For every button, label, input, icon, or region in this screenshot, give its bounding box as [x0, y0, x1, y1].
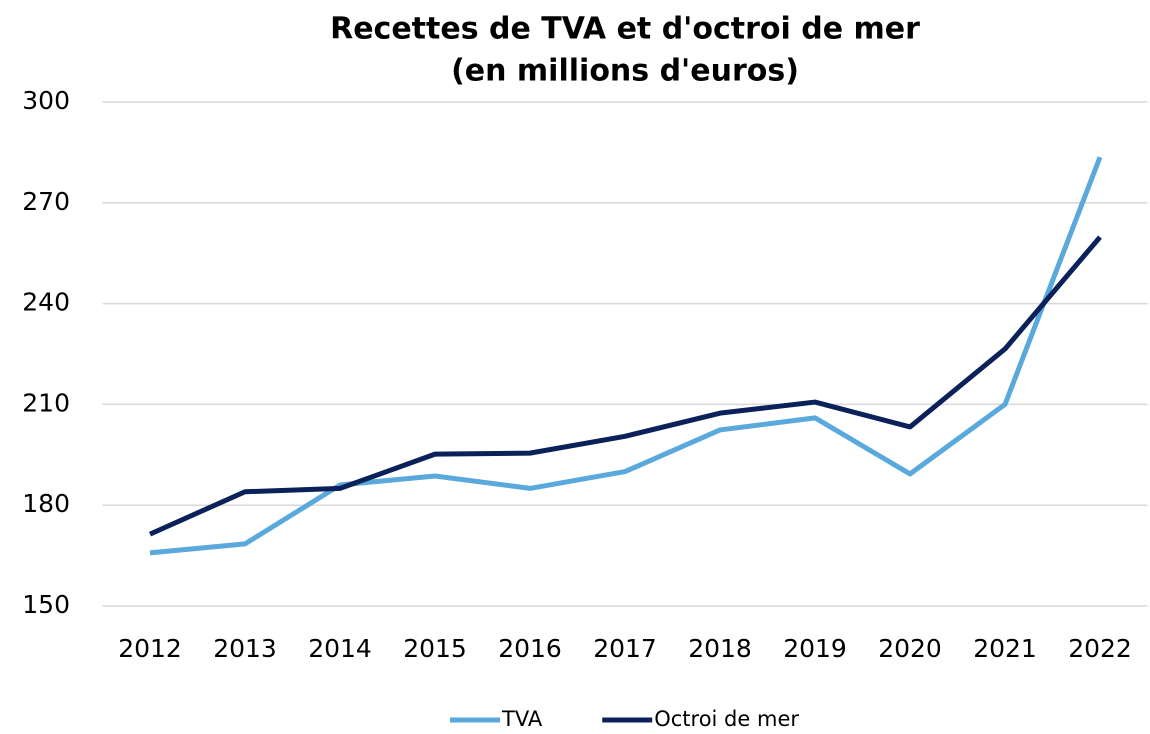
x-tick-label: 2017	[593, 634, 657, 663]
x-tick-label: 2022	[1068, 634, 1132, 663]
x-tick-label: 2014	[308, 634, 372, 663]
series-line	[148, 235, 1102, 537]
x-tick-label: 2016	[498, 634, 562, 663]
y-tick-label: 240	[22, 288, 70, 317]
y-tick-label: 180	[22, 489, 70, 518]
series-line	[149, 156, 1103, 556]
chart-title: Recettes de TVA et d'octroi de mer	[330, 12, 920, 47]
x-tick-label: 2020	[878, 634, 942, 663]
chart-subtitle: (en millions d'euros)	[451, 54, 799, 89]
y-tick-label: 300	[22, 86, 70, 115]
legend-label: Octroi de mer	[654, 707, 799, 731]
x-tick-label: 2021	[973, 634, 1037, 663]
y-tick-label: 150	[22, 590, 70, 619]
x-tick-label: 2019	[783, 634, 847, 663]
x-tick-label: 2018	[688, 634, 752, 663]
x-tick-label: 2012	[118, 634, 182, 663]
legend-label: TVA	[501, 707, 543, 731]
x-tick-label: 2013	[213, 634, 277, 663]
y-tick-label: 270	[22, 187, 70, 216]
y-tick-label: 210	[22, 388, 70, 417]
x-tick-label: 2015	[403, 634, 467, 663]
